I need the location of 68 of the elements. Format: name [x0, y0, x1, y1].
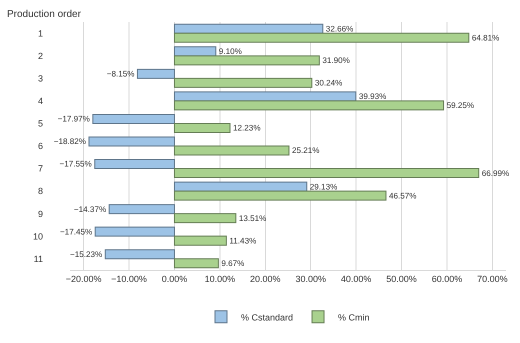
data-label: −14.37%: [74, 204, 106, 214]
data-label: −17.55%: [59, 160, 92, 169]
bar: [94, 226, 175, 237]
y-tick-label: 10: [32, 231, 43, 242]
y-tick-label: 3: [38, 74, 43, 84]
data-label: 9.67%: [221, 258, 244, 268]
bar: [108, 204, 175, 214]
data-label: −17.45%: [60, 227, 92, 236]
data-label: 25.21%: [292, 146, 320, 156]
data-label: −8.15%: [106, 70, 134, 79]
bar: [174, 213, 236, 224]
x-tick-label: 30.00%: [295, 274, 326, 284]
x-tick-label: 60.00%: [432, 274, 462, 284]
data-label: 30.24%: [314, 78, 342, 88]
data-label: 11.43%: [229, 236, 256, 246]
bar: [174, 91, 356, 102]
x-tick-label: −20.00%: [66, 274, 102, 284]
y-axis-title: Production order: [7, 9, 82, 20]
bar: [174, 146, 290, 156]
data-label: 66.99%: [482, 168, 510, 178]
bar: [174, 24, 324, 34]
data-label: 12.23%: [233, 124, 261, 133]
bar: [174, 100, 444, 110]
bar: [174, 236, 227, 246]
y-tick-label: 7: [38, 164, 43, 174]
bar: [88, 136, 175, 146]
x-tick-label: 70.00%: [477, 274, 508, 284]
x-tick-label: 20.00%: [250, 274, 281, 284]
bar: [174, 46, 216, 56]
bar: [94, 159, 175, 170]
y-tick-label: 1: [38, 28, 43, 38]
y-tick-label: 4: [38, 96, 43, 106]
data-label: 9.10%: [218, 47, 242, 56]
bar: [174, 122, 230, 133]
bar: [104, 249, 175, 260]
data-label: 59.25%: [446, 101, 474, 110]
y-tick-label: 11: [34, 254, 43, 264]
y-tick-label: 2: [38, 50, 43, 61]
data-label: 39.93%: [358, 92, 386, 102]
y-tick-label: 5: [38, 118, 43, 129]
bar: [174, 190, 386, 201]
bar: [174, 168, 480, 178]
bar: [174, 32, 470, 43]
x-tick-label: 40.00%: [340, 274, 372, 284]
data-label: 29.13%: [310, 182, 338, 192]
bar: [136, 68, 175, 79]
bar: [92, 114, 175, 124]
legend-label: % Cstandard: [241, 312, 294, 322]
legend-label: % Cmin: [338, 312, 370, 322]
data-label: −15.23%: [70, 250, 102, 259]
x-tick-label: 50.00%: [386, 274, 417, 284]
bar: [174, 182, 308, 192]
data-label: 64.81%: [472, 33, 500, 42]
bar: [174, 55, 320, 66]
data-label: −17.97%: [58, 114, 90, 124]
y-tick-label: 9: [38, 208, 43, 219]
data-label: −18.82%: [54, 137, 86, 146]
y-tick-label: 8: [38, 186, 43, 196]
bar: [174, 258, 219, 268]
x-tick-label: 0.00%: [162, 274, 188, 284]
bar: [174, 78, 312, 88]
y-tick-label: 6: [38, 141, 43, 152]
data-label: 46.57%: [388, 191, 416, 200]
x-tick-label: −10.00%: [111, 274, 147, 284]
data-label: 13.51%: [238, 214, 266, 223]
data-label: 31.90%: [322, 56, 350, 66]
data-label: 32.66%: [326, 24, 354, 34]
x-tick-label: 10.00%: [204, 274, 236, 284]
